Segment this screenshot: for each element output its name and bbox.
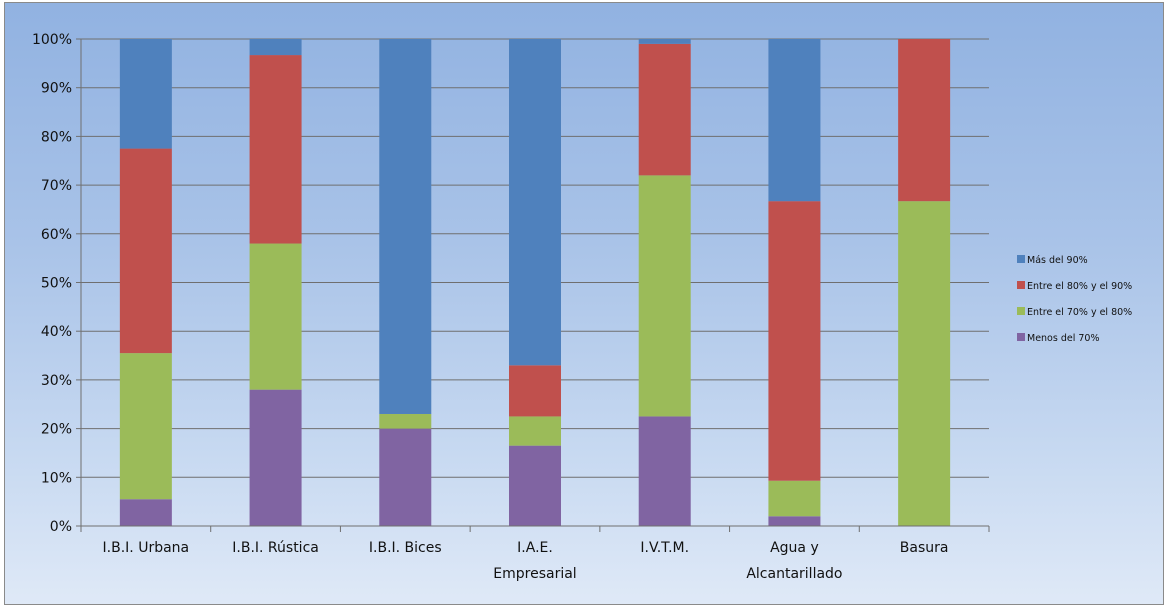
- y-tick-label: 10%: [41, 470, 72, 486]
- chart-frame: 0% 10% 20% 30% 40% 50% 60% 70% 80% 90% 100% I.B.I.…: [4, 2, 1164, 605]
- x-category-label: I.A.E.: [517, 540, 553, 556]
- bar-segment: [509, 365, 561, 417]
- y-tick-label: 90%: [41, 81, 72, 97]
- y-tick-label: 100%: [32, 32, 72, 48]
- y-tick-label: 0%: [50, 519, 72, 535]
- x-category-label: Empresarial: [493, 566, 576, 582]
- bar-segment: [119, 148, 172, 354]
- bar-segment: [768, 516, 821, 526]
- y-tick-label: 40%: [41, 324, 72, 340]
- legend-swatch: [1017, 333, 1025, 341]
- bar-segment: [509, 445, 561, 526]
- legend-label: Más del 90%: [1027, 255, 1088, 266]
- bar-segment: [119, 353, 172, 500]
- legend: Más del 90% Entre el 80% y el 90% Entre el…: [1017, 255, 1132, 344]
- legend-swatch: [1017, 281, 1025, 289]
- x-category-label: I.V.T.M.: [640, 540, 689, 556]
- legend-swatch: [1017, 255, 1025, 263]
- bar-segment: [379, 413, 432, 429]
- y-tick-label: 80%: [41, 129, 72, 145]
- legend-swatch: [1017, 307, 1025, 315]
- bar-segment: [638, 43, 691, 176]
- bar-segment: [768, 39, 821, 202]
- bar-segment: [249, 389, 302, 526]
- x-category-label: I.B.I. Bices: [369, 540, 442, 556]
- y-tick-label: 70%: [41, 178, 72, 194]
- y-tick-label: 50%: [41, 276, 72, 292]
- x-category-label: I.B.I. Rústica: [232, 540, 319, 556]
- x-category-label: Alcantarillado: [746, 566, 842, 582]
- bar-segment: [898, 201, 951, 526]
- bar-segment: [249, 39, 302, 56]
- legend-label: Entre el 70% y el 80%: [1027, 307, 1132, 318]
- bar-segment: [638, 416, 691, 526]
- x-category-label: Basura: [900, 540, 949, 556]
- bar-segment: [509, 416, 561, 446]
- bar-segment: [379, 39, 432, 414]
- stacked-bar-chart: 0% 10% 20% 30% 40% 50% 60% 70% 80% 90% 100% I.B.I.…: [32, 32, 1132, 582]
- legend-label: Menos del 70%: [1027, 333, 1100, 344]
- y-tick-label: 60%: [41, 227, 72, 243]
- y-tick-labels: 0% 10% 20% 30% 40% 50% 60% 70% 80% 90% 100%: [32, 32, 72, 535]
- y-tick-label: 20%: [41, 422, 72, 438]
- x-category-labels: I.B.I. Urbana I.B.I. Rústica I.B.I. Bices I…: [103, 540, 949, 582]
- x-category-label: I.B.I. Urbana: [103, 540, 190, 556]
- bar-segment: [379, 428, 432, 526]
- axes: [76, 38, 990, 532]
- bar-segment: [249, 243, 302, 390]
- bar-segment: [119, 499, 172, 526]
- bar-segment: [509, 39, 561, 366]
- bar-segment: [768, 201, 821, 481]
- x-category-label: Agua y: [770, 540, 819, 556]
- legend-label: Entre el 80% y el 90%: [1027, 281, 1132, 292]
- bars: [119, 39, 951, 526]
- bar-segment: [249, 55, 302, 244]
- bar-segment: [638, 175, 691, 417]
- y-tick-label: 30%: [41, 373, 72, 389]
- bar-segment: [768, 480, 821, 517]
- bar-segment: [898, 39, 951, 202]
- bar-segment: [119, 39, 172, 149]
- bar-segment: [638, 39, 691, 44]
